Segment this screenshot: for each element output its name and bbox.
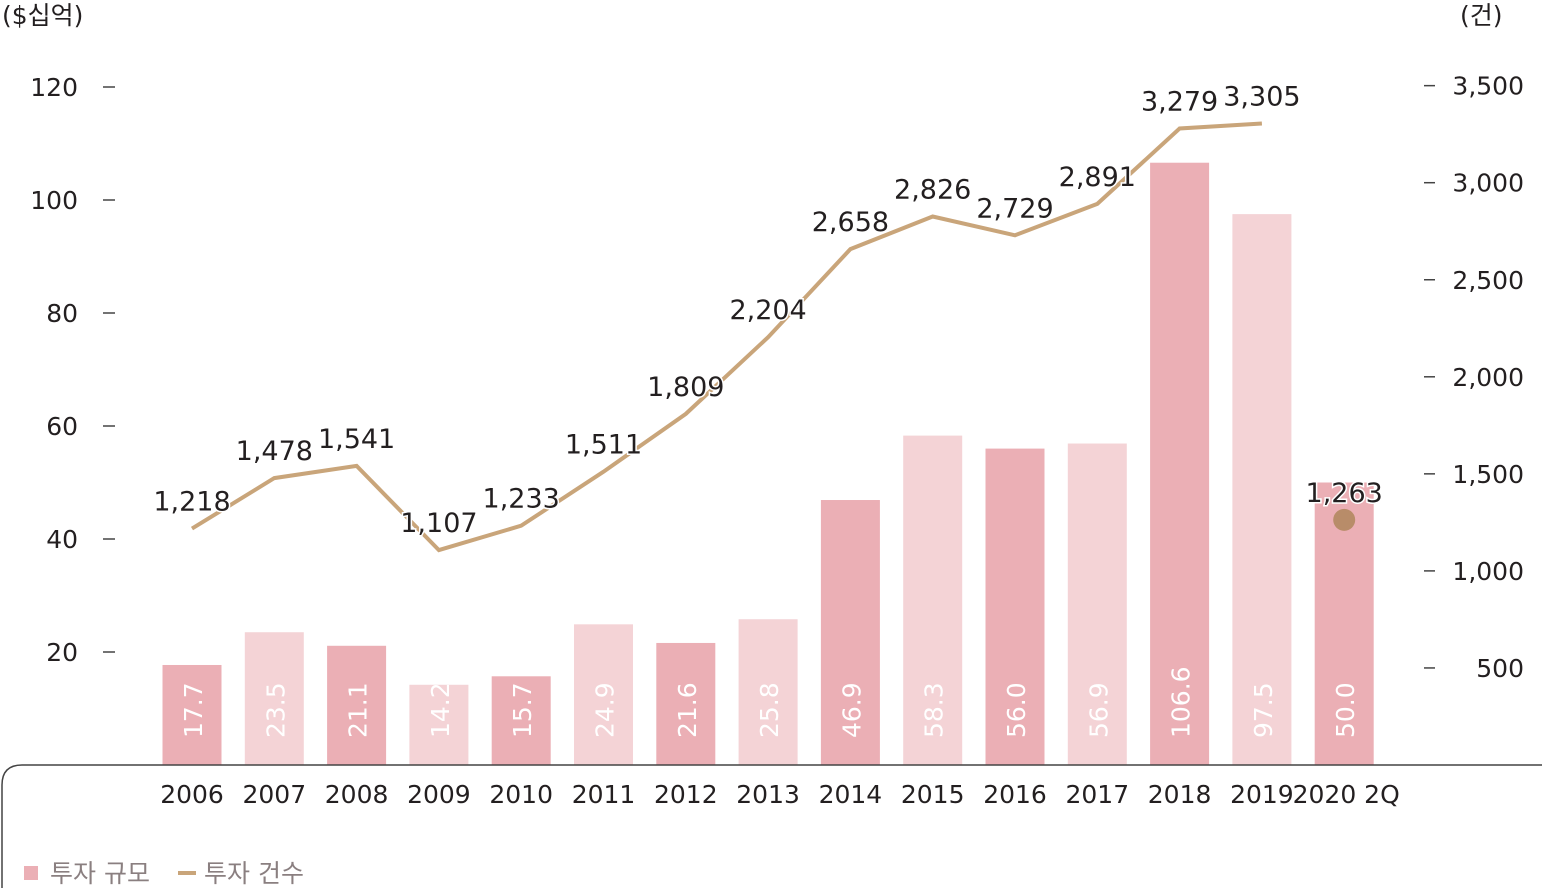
bar-value-label: 17.7 (179, 682, 208, 738)
x-tick-label: 2007 (242, 780, 306, 809)
bar-value-label: 24.9 (591, 682, 620, 738)
x-tick-label: 2006 (160, 780, 224, 809)
y-left-tick-label: 40 (46, 525, 78, 554)
legend-bar-label: 투자 규모 (50, 859, 150, 888)
bar-2013 (738, 619, 798, 765)
bar-2010 (491, 676, 551, 765)
y-left-unit: ($십억) (2, 1, 83, 30)
bar-value-label: 97.5 (1249, 682, 1278, 738)
bar-2011 (574, 624, 633, 765)
investment-count-point-2020-2Q (1333, 508, 1356, 531)
bar-2018 (1150, 162, 1210, 765)
line-value-label: 1,809 (647, 372, 724, 403)
line-value-label: 1,541 (318, 424, 395, 455)
line-value-label: 1,478 (236, 436, 313, 467)
y-right-unit: (건) (1460, 1, 1503, 30)
bar-2016 (985, 448, 1045, 765)
line-value-label: 2,826 (894, 174, 971, 205)
x-tick-label: 2015 (901, 780, 965, 809)
bar-2008 (327, 645, 387, 765)
x-tick-label: 2011 (572, 780, 636, 809)
bar-value-label: 21.6 (673, 682, 702, 738)
y-left-tick-label: 60 (46, 412, 78, 441)
line-value-label: 1,511 (565, 430, 642, 461)
x-tick-label: 2017 (1065, 780, 1129, 809)
y-right-tick-label: 2,000 (1452, 363, 1524, 392)
bar-value-label: 106.6 (1167, 666, 1196, 738)
line-value-label: 1,107 (400, 508, 477, 539)
y-left-tick-label: 80 (46, 299, 78, 328)
y-right-tick-label: 500 (1476, 654, 1524, 683)
y-right-tick-label: 1,500 (1452, 460, 1524, 489)
bar-2014 (820, 500, 880, 765)
y-right-tick-label: 2,500 (1452, 266, 1524, 295)
line-value-label: 2,891 (1059, 162, 1136, 193)
x-tick-label: 2020 2Q (1293, 780, 1400, 809)
y-left-tick-label: 20 (46, 638, 78, 667)
x-tick-label: 2008 (325, 780, 389, 809)
y-right-tick-label: 3,500 (1452, 72, 1524, 101)
line-value-label: 1,263 (1306, 478, 1383, 509)
line-value-label: 3,305 (1223, 81, 1300, 112)
x-tick-label: 2012 (654, 780, 718, 809)
bar-value-label: 56.0 (1002, 682, 1031, 738)
x-tick-label: 2014 (819, 780, 883, 809)
line-value-label: 2,204 (729, 295, 806, 326)
x-tick-label: 2010 (489, 780, 553, 809)
investment-count-line (190, 121, 1263, 553)
bar-2019 (1232, 214, 1292, 765)
y-right-tick-label: 1,000 (1452, 557, 1524, 586)
bar-value-label: 58.3 (920, 682, 949, 738)
y-left-tick-label: 100 (30, 186, 78, 215)
bar-2017 (1067, 443, 1127, 765)
line-value-label: 2,729 (976, 193, 1053, 224)
legend-bar-swatch (24, 866, 38, 880)
line-value-label: 1,233 (483, 484, 560, 515)
bar-value-label: 56.9 (1084, 682, 1113, 738)
legend-line-label: 투자 건수 (204, 859, 304, 888)
x-tick-label: 2019 (1230, 780, 1294, 809)
x-axis-frame (1, 764, 1542, 888)
bar-2009 (409, 684, 469, 765)
x-tick-label: 2018 (1148, 780, 1212, 809)
bar-value-label: 46.9 (837, 682, 866, 738)
x-tick-label: 2013 (736, 780, 800, 809)
bar-2006 (162, 664, 222, 765)
axes-layer: 2006 2007 2008 2009 2010 2011 2012 2013 2014 2015… (1, 72, 1542, 888)
bar-value-label: 25.8 (755, 682, 784, 738)
bar-value-label: 21.1 (344, 682, 373, 738)
bar-2012 (656, 642, 716, 765)
bar-value-label: 50.0 (1331, 682, 1360, 738)
bar-2015 (903, 435, 963, 765)
bar-value-label: 14.2 (426, 682, 455, 738)
legend: 투자 규모 투자 건수 (24, 859, 304, 888)
line-value-label: 2,658 (812, 207, 889, 238)
x-tick-label: 2016 (983, 780, 1047, 809)
line-value-label: 3,279 (1141, 87, 1218, 118)
line-value-label: 1,218 (153, 487, 230, 518)
bar-2007 (244, 632, 304, 765)
bars-layer: 17.7 23.5 21.1 14.2 15.7 24.9 21.6 25.8 46.9 58.3… (162, 162, 1374, 765)
bar-value-label: 15.7 (508, 682, 537, 738)
bar-value-label: 23.5 (261, 682, 290, 738)
y-right-tick-label: 3,000 (1452, 169, 1524, 198)
x-tick-label: 2009 (407, 780, 471, 809)
y-left-tick-label: 120 (30, 73, 78, 102)
